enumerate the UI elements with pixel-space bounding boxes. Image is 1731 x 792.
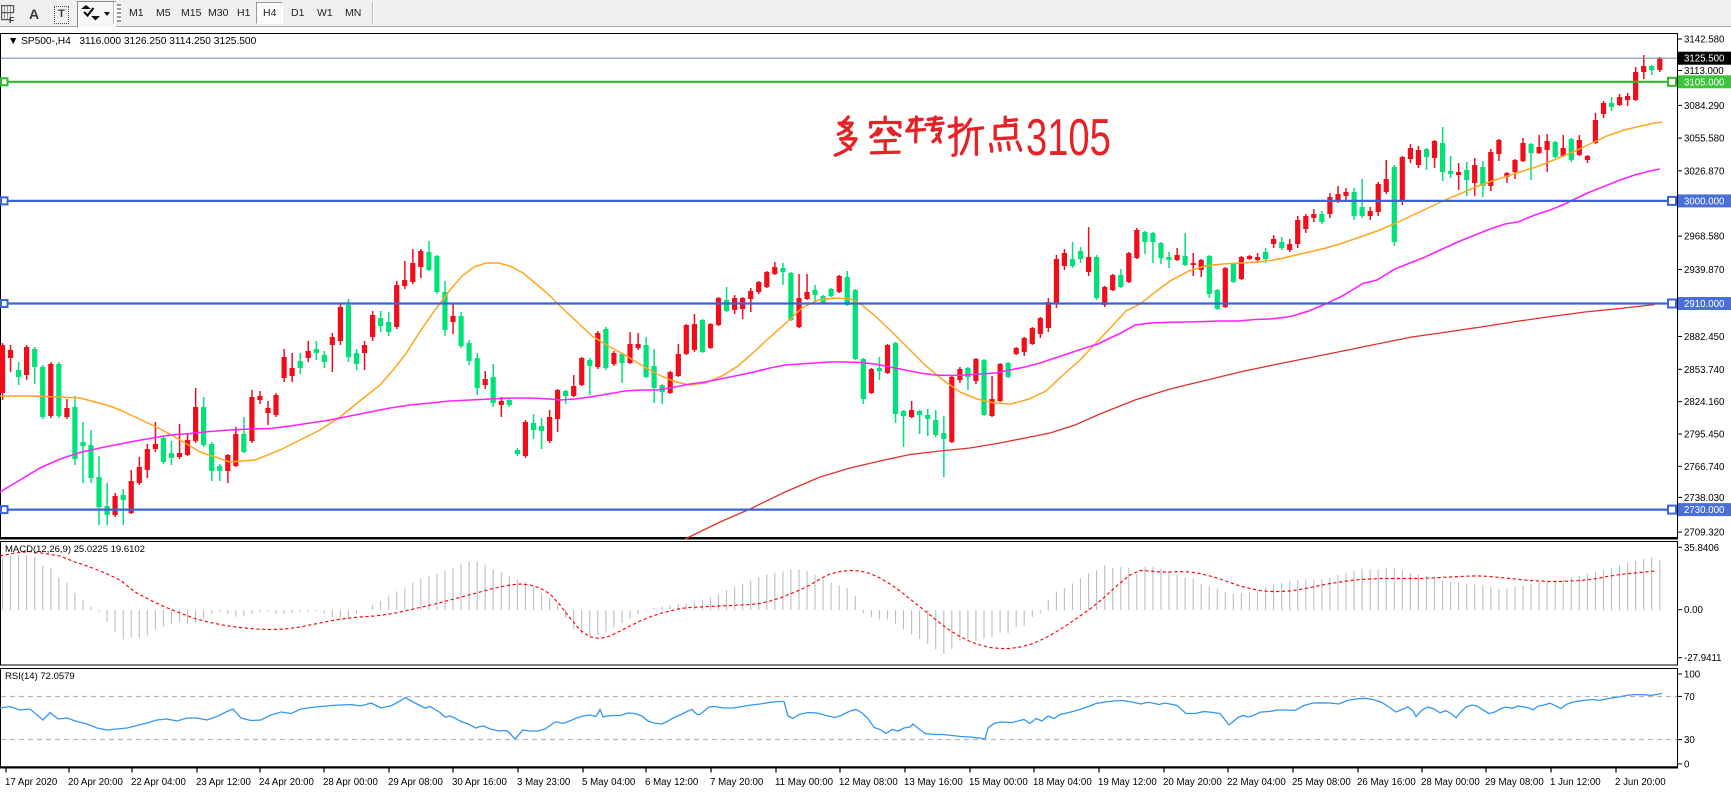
svg-text:3105.000: 3105.000 <box>1684 77 1725 88</box>
svg-text:7 May 20:00: 7 May 20:00 <box>710 777 764 788</box>
svg-text:-27.9411: -27.9411 <box>1684 653 1722 664</box>
svg-text:2853.740: 2853.740 <box>1684 365 1725 376</box>
svg-text:100: 100 <box>1684 670 1701 681</box>
svg-text:2910.000: 2910.000 <box>1684 299 1725 310</box>
svg-text:▼: ▼ <box>8 35 18 47</box>
svg-text:SP500-,H4 3116.000 3126.250: SP500-,H4 3116.000 3126.250 3114.250 312… <box>21 36 257 47</box>
svg-text:23 Apr 12:00: 23 Apr 12:00 <box>196 777 252 788</box>
svg-text:30: 30 <box>1684 735 1695 746</box>
svg-text:6 May 12:00: 6 May 12:00 <box>645 777 699 788</box>
svg-text:F: F <box>9 15 14 23</box>
svg-text:3125.500: 3125.500 <box>1684 54 1725 65</box>
svg-text:19 May 12:00: 19 May 12:00 <box>1098 777 1157 788</box>
svg-text:2 Jun 20:00: 2 Jun 20:00 <box>1615 777 1666 788</box>
svg-text:0: 0 <box>1684 759 1690 770</box>
svg-text:17 Apr 2020: 17 Apr 2020 <box>5 777 58 788</box>
svg-text:18 May 04:00: 18 May 04:00 <box>1033 777 1092 788</box>
svg-text:5 May 04:00: 5 May 04:00 <box>582 777 636 788</box>
svg-text:20 Apr 20:00: 20 Apr 20:00 <box>68 777 124 788</box>
svg-text:3026.870: 3026.870 <box>1684 166 1725 177</box>
svg-text:30 Apr 16:00: 30 Apr 16:00 <box>452 777 508 788</box>
svg-text:26 May 16:00: 26 May 16:00 <box>1357 777 1416 788</box>
svg-text:0.00: 0.00 <box>1684 605 1703 616</box>
svg-text:22 May 04:00: 22 May 04:00 <box>1227 777 1286 788</box>
svg-text:70: 70 <box>1684 692 1695 703</box>
svg-text:2968.580: 2968.580 <box>1684 232 1725 243</box>
svg-text:29 May 08:00: 29 May 08:00 <box>1485 777 1544 788</box>
svg-text:29 Apr 08:00: 29 Apr 08:00 <box>388 777 444 788</box>
svg-text:MACD(12,26,9) 25.0225 19.6102: MACD(12,26,9) 25.0225 19.6102 <box>5 544 145 555</box>
svg-text:3105: 3105 <box>1026 108 1111 166</box>
svg-text:35.8406: 35.8406 <box>1684 543 1719 554</box>
svg-text:3084.290: 3084.290 <box>1684 101 1725 112</box>
svg-text:3055.580: 3055.580 <box>1684 134 1725 145</box>
svg-text:3142.580: 3142.580 <box>1684 35 1725 46</box>
svg-text:2824.160: 2824.160 <box>1684 397 1725 408</box>
svg-text:28 May 00:00: 28 May 00:00 <box>1421 777 1480 788</box>
svg-text:2795.450: 2795.450 <box>1684 430 1725 441</box>
svg-text:3113.000: 3113.000 <box>1684 66 1724 77</box>
svg-text:2939.870: 2939.870 <box>1684 265 1725 276</box>
svg-text:28 Apr 00:00: 28 Apr 00:00 <box>323 777 379 788</box>
svg-text:22 Apr 04:00: 22 Apr 04:00 <box>131 777 187 788</box>
svg-text:2766.740: 2766.740 <box>1684 462 1725 473</box>
svg-text:11 May 00:00: 11 May 00:00 <box>775 777 834 788</box>
svg-text:1 Jun 12:00: 1 Jun 12:00 <box>1550 777 1601 788</box>
svg-text:25 May 08:00: 25 May 08:00 <box>1292 777 1351 788</box>
svg-text:24 Apr 20:00: 24 Apr 20:00 <box>259 777 315 788</box>
svg-text:3000.000: 3000.000 <box>1684 196 1725 207</box>
svg-text:RSI(14) 72.0579: RSI(14) 72.0579 <box>5 671 75 682</box>
svg-text:2730.000: 2730.000 <box>1684 505 1725 516</box>
svg-text:2709.320: 2709.320 <box>1684 528 1725 539</box>
svg-text:12 May 08:00: 12 May 08:00 <box>839 777 898 788</box>
svg-text:20 May 20:00: 20 May 20:00 <box>1163 777 1222 788</box>
svg-text:3 May 23:00: 3 May 23:00 <box>517 777 571 788</box>
svg-text:15 May 00:00: 15 May 00:00 <box>969 777 1028 788</box>
svg-text:13 May 16:00: 13 May 16:00 <box>904 777 963 788</box>
svg-text:2882.450: 2882.450 <box>1684 332 1725 343</box>
svg-text:2738.030: 2738.030 <box>1684 493 1725 504</box>
